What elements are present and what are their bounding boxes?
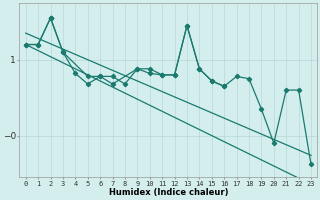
X-axis label: Humidex (Indice chaleur): Humidex (Indice chaleur) [108, 188, 228, 197]
